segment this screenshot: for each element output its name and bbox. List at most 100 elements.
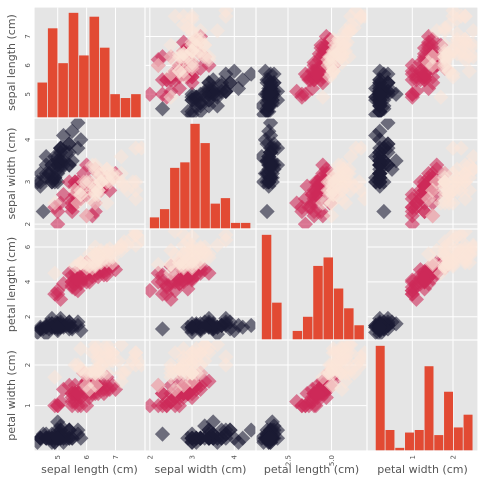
scatter-point: [433, 265, 449, 281]
y-axis-label: petal length (cm): [5, 237, 18, 332]
scatter-point: [76, 255, 92, 271]
scatter-point: [184, 365, 200, 381]
scatter-point: [50, 216, 66, 229]
x-tick-label: 5: [54, 455, 62, 459]
scatter-point: [184, 60, 200, 76]
scatter-point: [243, 317, 256, 334]
histogram-bar: [323, 257, 334, 340]
scatter-point: [113, 365, 129, 381]
y-tick-label: 6: [24, 244, 32, 249]
scatter-point: [289, 195, 305, 211]
y-tick-label: 1: [24, 403, 32, 407]
scatter-point: [449, 31, 465, 47]
scatter-point: [325, 365, 341, 381]
scatter-point: [84, 345, 100, 361]
scatter-point: [90, 349, 106, 365]
scatter-point: [47, 195, 63, 211]
scatter-point: [421, 263, 437, 280]
scatter-point: [323, 195, 340, 211]
scatter-point: [343, 8, 359, 24]
scatter-point: [465, 161, 478, 177]
scatter-point: [176, 17, 192, 33]
scatter-point: [353, 182, 367, 198]
scatter-point: [297, 66, 313, 82]
x-tick-label: 2: [449, 455, 457, 459]
histogram-bar: [453, 427, 463, 451]
histogram-bar: [424, 366, 434, 451]
scatter-point: [235, 319, 251, 335]
scatter-point: [376, 153, 392, 169]
scatter-point: [261, 86, 277, 102]
x-axis-label: petal width (cm): [377, 463, 468, 476]
histogram-bar: [414, 429, 424, 451]
y-tick-label: 2: [24, 222, 32, 226]
scatter-point: [445, 43, 461, 59]
scatter-point: [184, 357, 200, 373]
scatter-point: [243, 422, 256, 438]
scatter-point: [306, 191, 322, 207]
scatter-point: [99, 377, 115, 393]
scatter-point: [163, 256, 179, 273]
scatter-point: [145, 283, 158, 299]
scatter-point: [261, 161, 277, 177]
scatter-point: [70, 272, 86, 288]
scatter-point: [73, 341, 89, 357]
scatter-point: [315, 195, 331, 211]
scatter-point: [457, 52, 473, 68]
scatter-point: [243, 66, 256, 82]
scatter-point: [87, 256, 103, 273]
panel-sepal-length-vs-sepal-length: [34, 7, 145, 118]
scatter-point: [376, 174, 392, 190]
scatter-point: [87, 377, 103, 393]
scatter-point: [87, 361, 103, 377]
scatter-point: [441, 49, 457, 65]
scatter-point: [93, 174, 109, 190]
scatter-point: [205, 86, 221, 102]
scatter-point: [437, 60, 453, 76]
scatter-point: [465, 244, 478, 260]
scatter-point: [311, 52, 327, 68]
scatter-point: [297, 216, 313, 229]
scatter-point: [192, 60, 209, 76]
scatter-point: [55, 276, 72, 292]
scatter-point: [55, 381, 72, 397]
scatter-point: [184, 345, 200, 361]
scatter-point: [376, 66, 392, 82]
scatter-point: [167, 283, 183, 299]
scatter-point: [330, 157, 347, 173]
histogram-bar: [47, 28, 58, 118]
scatter-point: [453, 182, 469, 198]
scatter-point: [171, 361, 187, 377]
scatter-point: [35, 203, 51, 220]
scatter-point: [167, 8, 183, 24]
histogram-bar: [292, 330, 303, 340]
scatter-point: [306, 208, 322, 224]
scatter-point: [53, 291, 69, 307]
scatter-point: [99, 345, 115, 361]
histogram-bar: [463, 414, 473, 451]
scatter-point: [81, 274, 98, 290]
scatter-point: [113, 149, 129, 165]
scatter-point: [176, 349, 192, 365]
scatter-point: [433, 89, 449, 105]
scatter-point: [64, 321, 80, 337]
scatter-point: [128, 182, 144, 198]
scatter-point: [184, 8, 200, 24]
scatter-point: [325, 174, 341, 190]
scatter-point: [343, 17, 359, 33]
scatter-point: [308, 182, 324, 198]
scatter-point: [372, 86, 388, 102]
scatter-point: [259, 203, 275, 220]
scatter-point: [425, 208, 441, 224]
scatter-point: [67, 258, 83, 274]
histogram-bar: [395, 447, 405, 451]
scatter-point: [457, 229, 473, 239]
histogram-bar: [272, 302, 282, 340]
scatter-point: [197, 37, 213, 53]
x-axis-label: sepal length (cm): [41, 463, 138, 476]
scatter-point: [214, 78, 230, 94]
scatter-point: [76, 174, 92, 190]
histogram-bar: [405, 432, 414, 451]
panel-petal-length-vs-sepal-width: [145, 229, 256, 340]
scatter-point: [145, 86, 158, 102]
